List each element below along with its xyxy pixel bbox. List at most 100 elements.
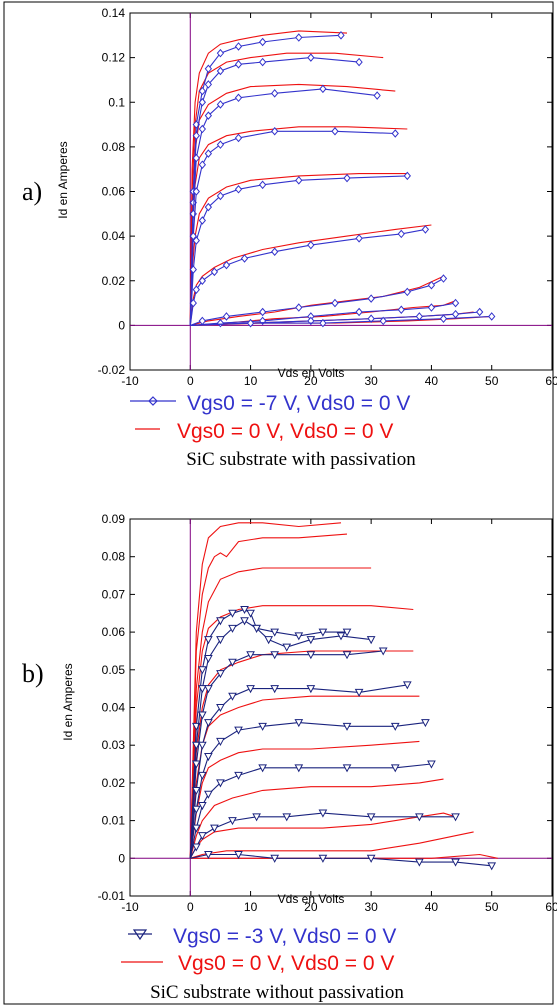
data-point-triangle-b	[234, 851, 243, 860]
data-point-triangle-b	[228, 692, 237, 701]
legend-a-item-1: Vgs0 = -7 V, Vds0 = 0 V	[130, 392, 410, 415]
data-point-diamond-a	[271, 126, 279, 136]
x-tick-label-a: 20	[304, 374, 318, 388]
data-point-diamond-a	[331, 126, 339, 136]
legend-a-item-2: Vgs0 = 0 V, Vds0 = 0 V	[135, 420, 393, 443]
x-tick-label-a: 0	[187, 374, 194, 388]
data-point-triangle-b	[336, 632, 346, 641]
data-point-diamond-a	[216, 140, 225, 149]
data-point-triangle-b	[342, 628, 352, 637]
measured-curve-b-3	[189, 650, 384, 859]
data-point-triangle-b	[210, 824, 219, 833]
data-point-triangle-b	[258, 722, 267, 731]
data-point-diamond-a	[222, 260, 231, 270]
plot-area-a: -0.02 0 0.02 0.04 0.06 0.08 0.1 0.12 0.14 -10 0 10 2…	[98, 6, 557, 388]
y-tick-label-b: 0.09	[102, 512, 126, 526]
data-point-diamond-a	[216, 48, 225, 58]
panel-b-caption: SiC substrate without passivation	[150, 982, 404, 1003]
reference-curve-b-9	[189, 812, 456, 859]
data-point-diamond-a	[439, 274, 448, 283]
data-point-triangle-b	[198, 741, 207, 750]
reference-curve-b-8	[189, 778, 444, 859]
data-point-diamond-a	[271, 89, 279, 98]
y-tick-label-a: 0.1	[108, 95, 125, 109]
data-point-triangle-b	[318, 809, 328, 818]
legend-a-1-label: Vgs0 = -7 V, Vds0 = 0 V	[187, 392, 410, 415]
panel-b-legend: Vgs0 = -3 V, Vds0 = 0 V Vgs0 = 0 V, Vds0…	[121, 925, 396, 975]
legend-b-1-label: Vgs0 = -3 V, Vds0 = 0 V	[173, 925, 396, 948]
x-tick-label-a: 10	[244, 374, 258, 388]
data-point-diamond-a	[391, 129, 399, 138]
data-point-diamond-a	[367, 314, 375, 323]
data-point-triangle-b	[198, 685, 207, 694]
data-point-diamond-a	[258, 37, 267, 47]
data-point-diamond-a	[258, 180, 267, 190]
x-tick-label-b: 40	[425, 900, 439, 914]
x-tick-label-b: -10	[121, 900, 139, 914]
data-point-diamond-a	[234, 60, 243, 69]
y-tick-label-b: -0.01	[98, 889, 126, 903]
data-point-diamond-a	[216, 66, 225, 76]
reference-curve-b-2	[189, 533, 348, 859]
data-point-triangle-b	[366, 813, 376, 822]
data-point-triangle-b	[390, 764, 400, 773]
data-point-triangle-b	[318, 854, 328, 863]
data-point-diamond-a	[343, 173, 351, 183]
y-tick-label-b: 0.03	[102, 738, 126, 752]
data-point-diamond-a	[355, 57, 363, 67]
y-tick-label-a: 0.12	[102, 51, 126, 65]
y-tick-label-a: 0.06	[102, 185, 126, 199]
data-point-diamond-a	[295, 176, 303, 185]
y-tick-label-b: 0.08	[102, 550, 126, 564]
data-point-diamond-a	[192, 236, 200, 245]
data-point-triangle-b	[204, 685, 213, 694]
data-point-diamond-a	[204, 149, 213, 158]
reference-curve-b-5	[189, 650, 414, 859]
data-point-diamond-a	[271, 247, 279, 257]
data-point-diamond-a	[403, 171, 411, 181]
data-point-diamond-a	[258, 307, 267, 317]
data-point-diamond-a	[204, 80, 213, 89]
data-point-diamond-a	[204, 202, 213, 212]
panel-a: a) Id en Amperes Vds en Volts Vgs0 = -7 …	[22, 6, 557, 470]
data-point-diamond-a	[240, 254, 249, 263]
y-tick-label-b: 0.02	[102, 776, 126, 790]
y-tick-label-a: 0	[118, 318, 125, 332]
data-point-triangle-b	[487, 862, 497, 871]
data-point-diamond-a	[319, 318, 327, 328]
x-tick-label-b: 30	[364, 900, 378, 914]
data-point-diamond-a	[439, 314, 448, 323]
x-tick-label-a: 60	[545, 374, 557, 388]
x-tick-label-a: 30	[364, 374, 378, 388]
data-point-diamond-a	[234, 133, 243, 143]
y-tick-label-b: 0.05	[102, 663, 126, 677]
data-point-triangle-b	[282, 813, 292, 822]
reference-curve-a-2	[189, 52, 384, 326]
data-point-triangle-b	[451, 858, 460, 867]
data-point-triangle-b	[415, 858, 424, 867]
data-point-diamond-a	[192, 153, 200, 163]
data-point-triangle-b	[228, 658, 237, 667]
data-point-diamond-a	[307, 53, 315, 62]
data-point-diamond-a	[234, 42, 243, 51]
data-point-diamond-a	[222, 312, 231, 321]
data-point-triangle-b	[366, 854, 376, 863]
data-point-triangle-b	[216, 670, 225, 679]
measured-curve-b-6	[189, 763, 432, 859]
data-point-triangle-b	[246, 609, 255, 618]
x-tick-label-a: -10	[121, 374, 139, 388]
y-tick-label-a: 0.14	[102, 6, 126, 20]
reference-curve-a-5	[189, 173, 408, 326]
data-point-diamond-a	[216, 191, 225, 201]
reference-curve-a-3	[189, 83, 396, 326]
data-point-triangle-b	[270, 685, 280, 694]
data-point-diamond-a	[421, 225, 430, 234]
data-point-triangle-b	[306, 685, 316, 694]
data-point-triangle-b	[427, 760, 436, 769]
reference-curve-b-7	[189, 740, 420, 859]
panel-a-letter: a)	[22, 177, 42, 206]
data-point-diamond-a	[210, 267, 219, 277]
y-tick-label-a: -0.02	[98, 363, 126, 377]
data-point-triangle-b	[228, 817, 237, 826]
data-point-triangle-b	[354, 688, 364, 697]
